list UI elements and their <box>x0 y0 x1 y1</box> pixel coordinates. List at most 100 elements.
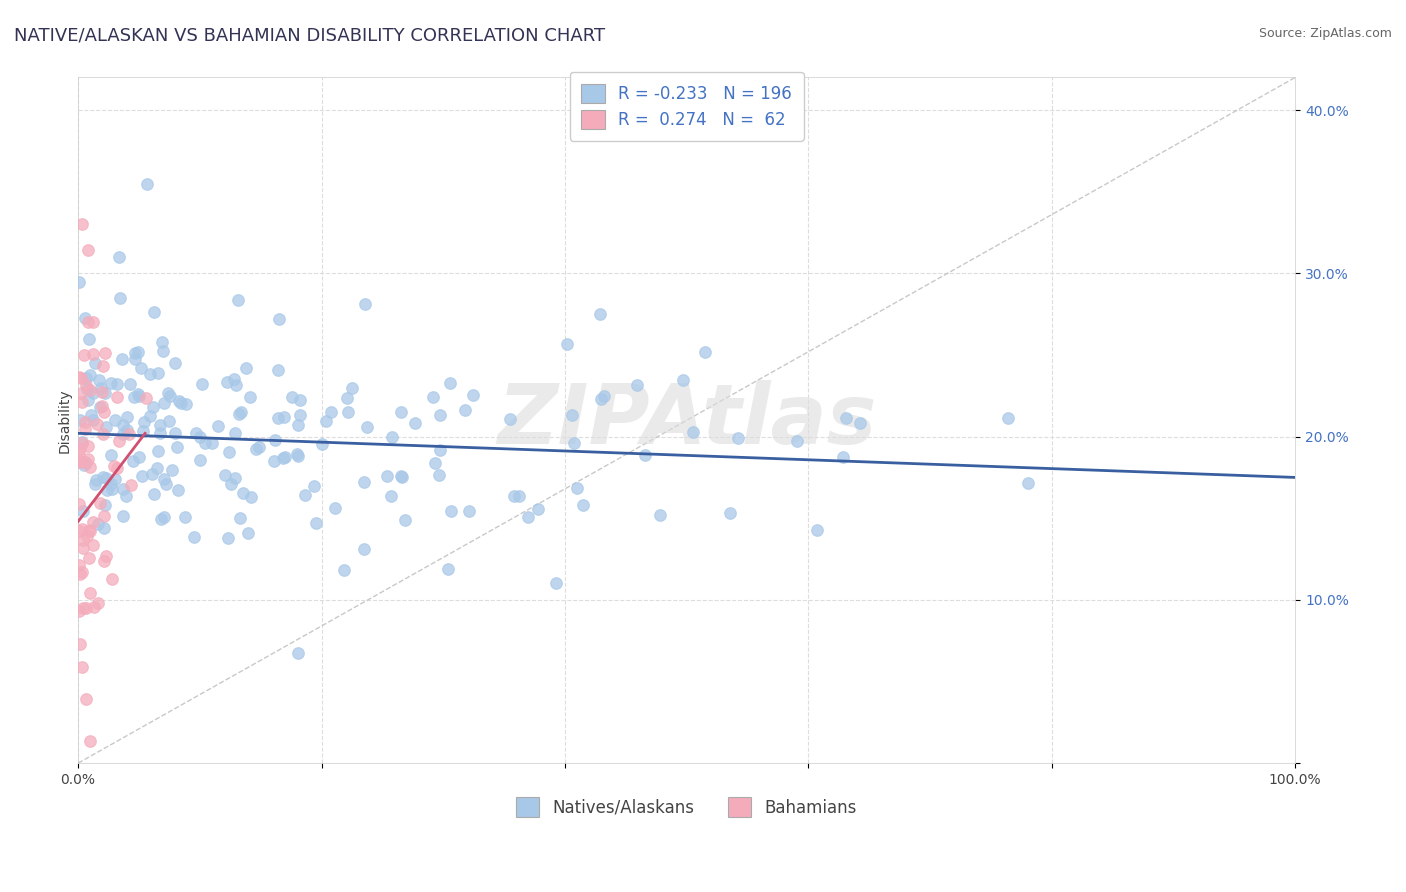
Point <box>77 452 100 467</box>
Point <box>72 533 94 547</box>
Point <box>153 472 176 486</box>
Point <box>138 409 160 423</box>
Point <box>200 436 222 450</box>
Point <box>191 377 214 392</box>
Point <box>146 443 169 458</box>
Point <box>67 604 90 618</box>
Point <box>70 660 93 674</box>
Point <box>285 448 308 462</box>
Point <box>325 501 347 516</box>
Point <box>997 411 1019 425</box>
Point <box>105 390 128 404</box>
Point <box>132 415 155 429</box>
Point <box>155 477 177 491</box>
Point <box>163 356 186 370</box>
Point <box>100 376 122 390</box>
Point <box>1017 476 1039 491</box>
Point <box>336 405 359 419</box>
Point <box>108 291 131 305</box>
Point <box>82 347 104 361</box>
Point <box>79 384 101 398</box>
Point <box>274 450 297 464</box>
Point <box>572 499 595 513</box>
Point <box>94 470 117 484</box>
Point <box>648 508 671 522</box>
Point <box>72 541 94 555</box>
Point <box>149 417 172 432</box>
Point <box>391 470 413 484</box>
Point <box>94 498 117 512</box>
Point <box>287 449 309 463</box>
Point <box>67 275 90 289</box>
Point <box>73 415 96 429</box>
Point <box>353 475 375 490</box>
Text: ZIPAtlas: ZIPAtlas <box>496 380 876 461</box>
Point <box>79 524 101 538</box>
Point <box>224 471 246 485</box>
Point <box>87 373 110 387</box>
Point <box>75 378 97 392</box>
Point <box>427 468 450 483</box>
Point <box>389 468 412 483</box>
Point <box>188 452 211 467</box>
Point <box>73 348 96 362</box>
Point <box>634 448 657 462</box>
Point <box>380 490 402 504</box>
Point <box>217 375 239 389</box>
Point <box>263 453 285 467</box>
Point <box>79 368 101 382</box>
Point <box>152 510 174 524</box>
Point <box>77 332 100 346</box>
Point <box>72 504 94 518</box>
Point <box>69 385 91 400</box>
Point <box>555 337 578 351</box>
Point <box>104 412 127 426</box>
Point <box>67 558 90 573</box>
Point <box>682 425 704 440</box>
Point <box>516 509 538 524</box>
Point <box>120 478 142 492</box>
Point <box>128 389 150 403</box>
Point <box>229 510 252 524</box>
Point <box>82 386 104 401</box>
Point <box>91 359 114 374</box>
Point <box>135 391 157 405</box>
Point <box>281 390 304 404</box>
Point <box>72 436 94 450</box>
Point <box>194 435 217 450</box>
Point <box>79 460 101 475</box>
Point <box>167 483 190 498</box>
Point <box>70 522 93 536</box>
Point <box>152 344 174 359</box>
Point <box>91 385 114 400</box>
Point <box>271 451 294 466</box>
Point <box>832 450 855 465</box>
Point <box>174 509 197 524</box>
Point <box>67 524 90 538</box>
Point <box>315 414 337 428</box>
Point <box>159 389 181 403</box>
Point <box>502 489 524 503</box>
Point <box>240 491 263 505</box>
Point <box>429 443 451 458</box>
Point <box>142 305 165 319</box>
Point <box>225 378 247 392</box>
Point <box>82 538 104 552</box>
Point <box>146 367 169 381</box>
Point <box>69 637 91 651</box>
Point <box>404 417 426 431</box>
Point <box>69 413 91 427</box>
Point <box>76 439 98 453</box>
Point <box>112 426 135 441</box>
Point <box>67 369 90 384</box>
Point <box>589 307 612 321</box>
Point <box>170 396 193 410</box>
Point <box>70 370 93 384</box>
Point <box>591 392 613 407</box>
Point <box>224 425 246 440</box>
Point <box>93 346 115 360</box>
Point <box>247 441 270 455</box>
Point <box>188 430 211 444</box>
Point <box>131 469 153 483</box>
Point <box>101 482 124 496</box>
